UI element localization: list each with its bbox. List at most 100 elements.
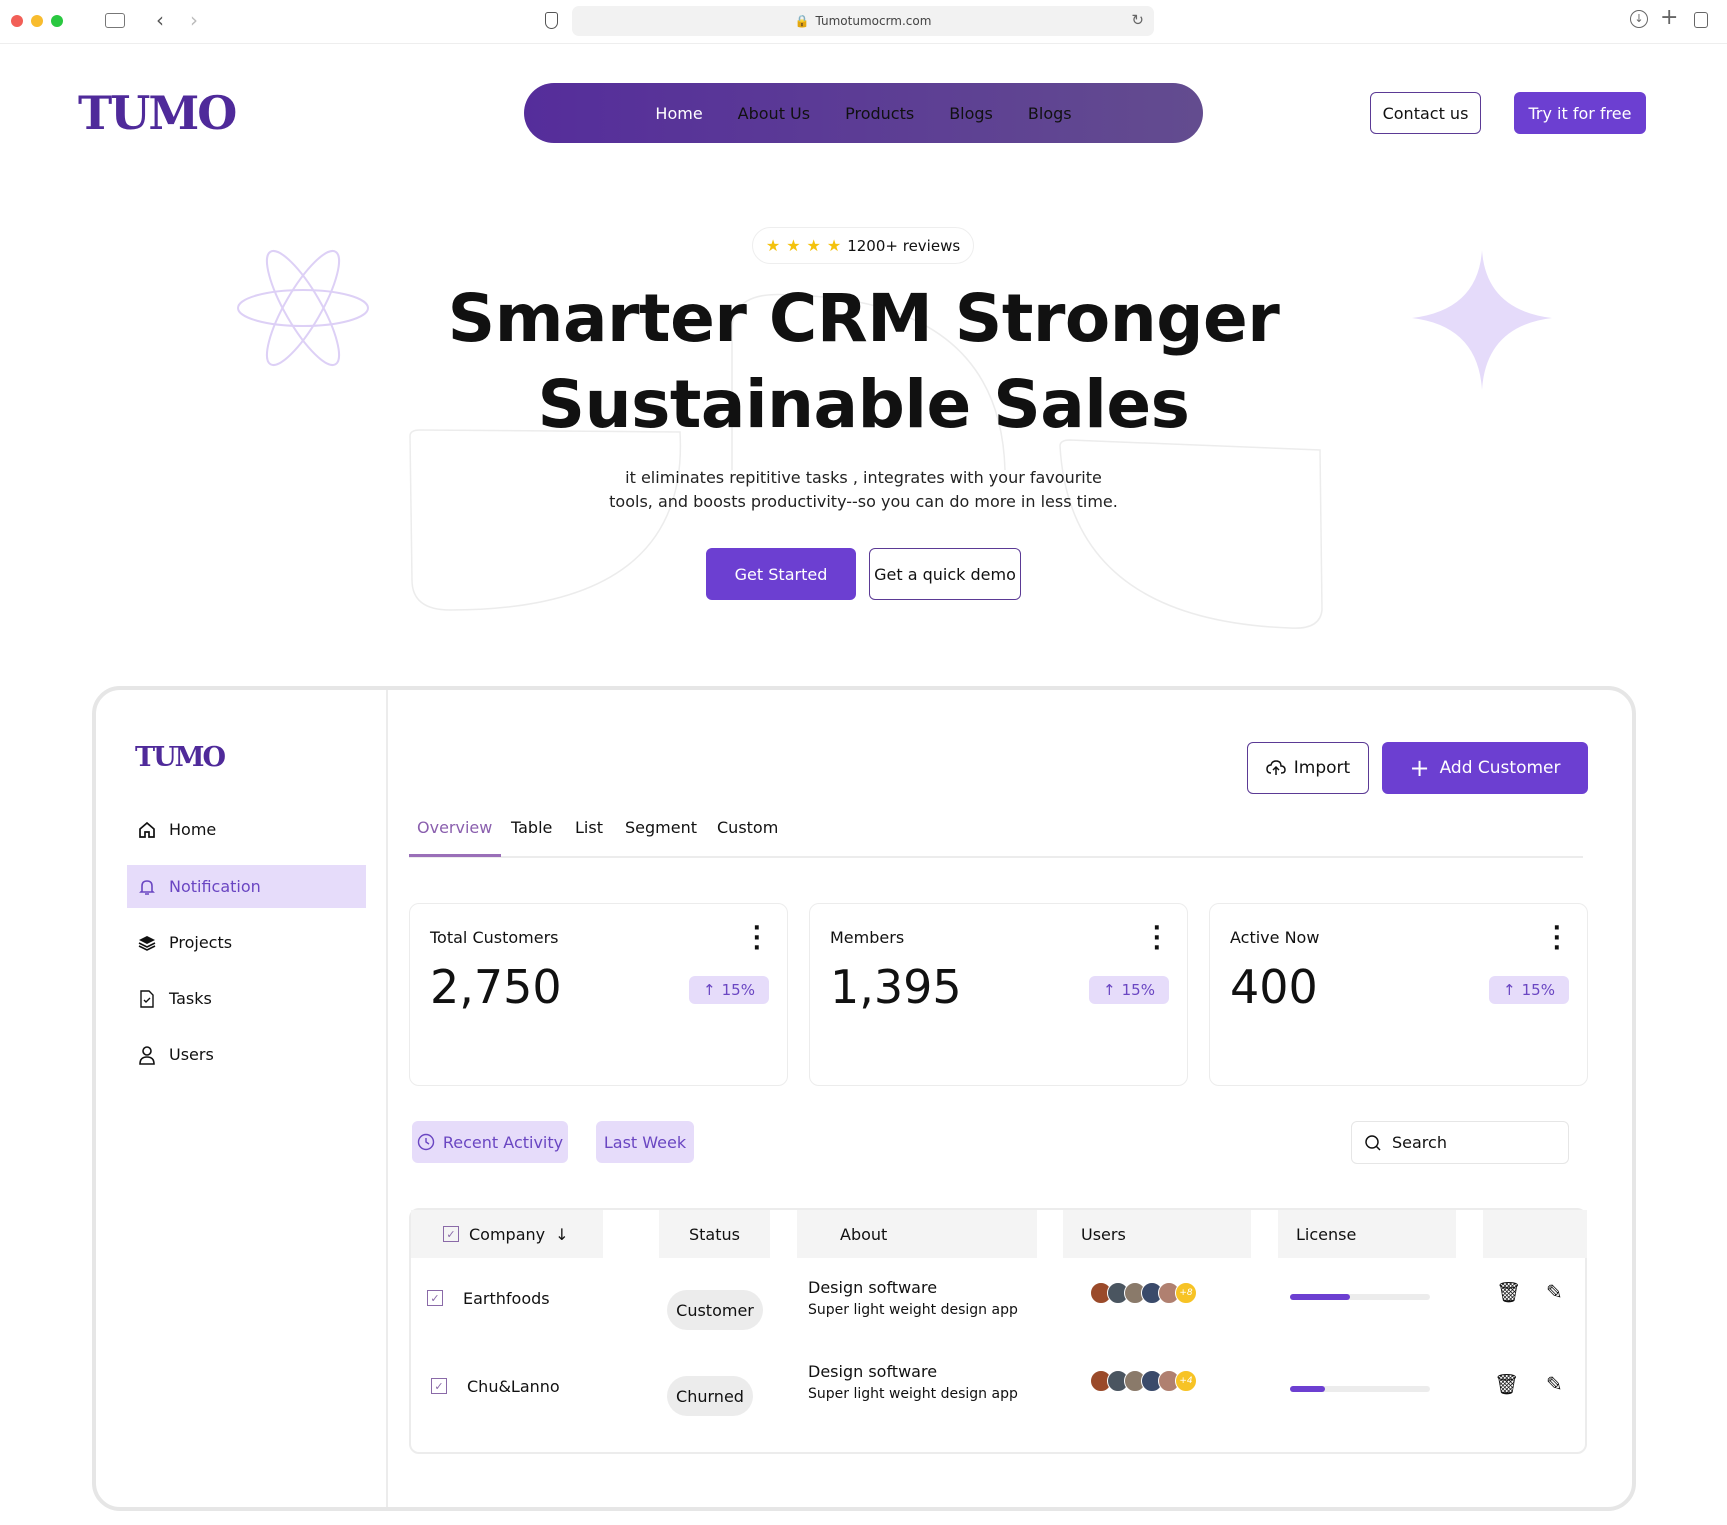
star-icon: ★ bbox=[826, 236, 842, 255]
star-icon: ★ bbox=[786, 236, 801, 255]
cloud-upload-icon bbox=[1266, 760, 1286, 775]
address-bar[interactable]: 🔒 Tumotumocrm.com ↻ bbox=[572, 6, 1154, 36]
edit-pencil-icon[interactable]: ✎ bbox=[1546, 1372, 1563, 1396]
clock-icon bbox=[417, 1133, 435, 1151]
add-customer-button[interactable]: + Add Customer bbox=[1382, 742, 1588, 794]
active-tab-indicator bbox=[409, 854, 501, 857]
layers-icon bbox=[138, 935, 156, 951]
sidebar-divider bbox=[386, 690, 388, 1507]
trash-icon[interactable]: 🗑 bbox=[1496, 1280, 1522, 1304]
tab-segment[interactable]: Segment bbox=[625, 818, 697, 837]
plus-icon: + bbox=[1409, 754, 1430, 782]
more-vertical-icon[interactable]: · · · bbox=[1552, 916, 1561, 961]
tab-table[interactable]: Table bbox=[511, 818, 553, 837]
tab-list[interactable]: List bbox=[575, 818, 603, 837]
nav-home[interactable]: Home bbox=[655, 103, 703, 123]
reload-icon[interactable]: ↻ bbox=[1131, 11, 1144, 29]
license-progress bbox=[1290, 1294, 1430, 1300]
star-icon: ★ bbox=[806, 236, 821, 255]
hero-subtitle: it eliminates repititive tasks , integra… bbox=[609, 468, 1118, 511]
tabs-overview-icon[interactable] bbox=[1694, 12, 1708, 28]
arrow-up-icon: ↑ bbox=[703, 981, 716, 999]
license-progress bbox=[1290, 1386, 1430, 1392]
table-row: ✓ Chu&Lanno Churned Design software Supe… bbox=[411, 1354, 1585, 1434]
sidebar-item-projects[interactable]: Projects bbox=[127, 921, 366, 964]
sidebar-item-notification[interactable]: Notification bbox=[127, 865, 366, 908]
contact-button[interactable]: Contact us bbox=[1370, 92, 1481, 134]
new-tab-icon[interactable]: + bbox=[1660, 5, 1679, 30]
change-badge: ↑ 15% bbox=[1489, 976, 1569, 1004]
stat-card-total-customers: Total Customers 2,750 · · · ↑ 15% bbox=[409, 903, 788, 1086]
dashboard-preview bbox=[92, 686, 1636, 1511]
row-checkbox[interactable]: ✓ bbox=[431, 1378, 447, 1394]
stat-card-active-now: Active Now 400 · · · ↑ 15% bbox=[1209, 903, 1588, 1086]
stat-card-members: Members 1,395 · · · ↑ 15% bbox=[809, 903, 1188, 1086]
nav-blogs-2[interactable]: Blogs bbox=[1027, 103, 1072, 123]
more-vertical-icon[interactable]: · · · bbox=[752, 916, 761, 961]
tabs-divider bbox=[409, 856, 1583, 858]
select-all-checkbox[interactable]: ✓ bbox=[443, 1226, 459, 1242]
maximize-window-button[interactable] bbox=[51, 15, 63, 27]
sort-down-icon: ↓ bbox=[555, 1224, 569, 1244]
sidebar-toggle-icon[interactable] bbox=[105, 13, 125, 28]
sidebar-item-home[interactable]: Home bbox=[127, 808, 366, 851]
license-progress-fill bbox=[1290, 1294, 1351, 1300]
change-badge: ↑ 15% bbox=[689, 976, 769, 1004]
license-progress-fill bbox=[1290, 1386, 1325, 1392]
download-icon[interactable]: ↓ bbox=[1630, 10, 1648, 28]
bell-icon bbox=[139, 879, 155, 895]
decorative-shapes bbox=[237, 249, 1552, 629]
quick-demo-button[interactable]: Get a quick demo bbox=[869, 548, 1021, 600]
forward-icon[interactable]: › bbox=[190, 8, 198, 32]
arrow-up-icon: ↑ bbox=[1103, 981, 1116, 999]
get-started-button[interactable]: Get Started bbox=[706, 548, 856, 600]
trash-icon[interactable]: 🗑 bbox=[1494, 1372, 1520, 1396]
reviews-badge: ★ ★ ★ ★ 1200+ reviews bbox=[752, 227, 974, 264]
main-nav: Home About Us Products Blogs Blogs bbox=[524, 83, 1203, 143]
browser-toolbar: ‹ › 🔒 Tumotumocrm.com ↻ ↓ + bbox=[0, 0, 1727, 44]
column-status: Status bbox=[659, 1210, 770, 1258]
shield-icon[interactable] bbox=[545, 12, 558, 29]
user-avatars[interactable]: +8 bbox=[1090, 1282, 1197, 1304]
nav-blogs[interactable]: Blogs bbox=[949, 103, 993, 123]
dashboard-logo[interactable]: TUMO bbox=[135, 742, 226, 773]
nav-products[interactable]: Products bbox=[845, 103, 915, 123]
user-avatars[interactable]: +4 bbox=[1090, 1370, 1197, 1392]
column-license: License bbox=[1278, 1210, 1456, 1258]
search-icon bbox=[1365, 1134, 1381, 1151]
hero-title-line1: Smarter CRM Stronger bbox=[447, 280, 1280, 357]
edit-pencil-icon[interactable]: ✎ bbox=[1546, 1280, 1563, 1304]
close-window-button[interactable] bbox=[11, 15, 23, 27]
change-badge: ↑ 15% bbox=[1089, 976, 1169, 1004]
sidebar-item-users[interactable]: Users bbox=[127, 1033, 366, 1076]
status-badge: Customer bbox=[667, 1290, 763, 1330]
nav-about[interactable]: About Us bbox=[737, 103, 811, 123]
search-input[interactable]: Search bbox=[1351, 1121, 1569, 1164]
more-vertical-icon[interactable]: · · · bbox=[1152, 916, 1161, 961]
sidebar-item-tasks[interactable]: Tasks bbox=[127, 977, 366, 1020]
try-free-button[interactable]: Try it for free bbox=[1514, 92, 1646, 134]
sparkle-decor-icon bbox=[1412, 250, 1552, 390]
back-icon[interactable]: ‹ bbox=[156, 8, 164, 32]
star-icon: ★ bbox=[765, 236, 781, 255]
recent-activity-filter[interactable]: Recent Activity bbox=[412, 1121, 568, 1163]
hero-title-line2: Sustainable Sales bbox=[537, 366, 1190, 443]
column-company[interactable]: ✓ Company ↓ bbox=[411, 1210, 603, 1258]
column-about: About bbox=[797, 1210, 1037, 1258]
import-button[interactable]: Import bbox=[1247, 742, 1369, 794]
customers-table: ✓ Company ↓ Status About Users License ✓ E… bbox=[409, 1208, 1587, 1454]
minimize-window-button[interactable] bbox=[31, 15, 43, 27]
home-icon bbox=[139, 821, 155, 838]
row-checkbox[interactable]: ✓ bbox=[427, 1290, 443, 1306]
logo[interactable]: TUMO bbox=[78, 86, 237, 140]
tab-overview[interactable]: Overview bbox=[417, 818, 493, 837]
atom-decor-icon bbox=[237, 249, 369, 367]
column-actions bbox=[1483, 1210, 1587, 1258]
column-users: Users bbox=[1063, 1210, 1251, 1258]
lock-icon: 🔒 bbox=[794, 14, 810, 28]
status-badge: Churned bbox=[667, 1376, 753, 1416]
last-week-filter[interactable]: Last Week bbox=[596, 1121, 694, 1163]
table-row: ✓ Earthfoods Customer Design software Su… bbox=[411, 1270, 1585, 1350]
tab-custom[interactable]: Custom bbox=[717, 818, 779, 837]
file-check-icon bbox=[140, 989, 154, 1008]
